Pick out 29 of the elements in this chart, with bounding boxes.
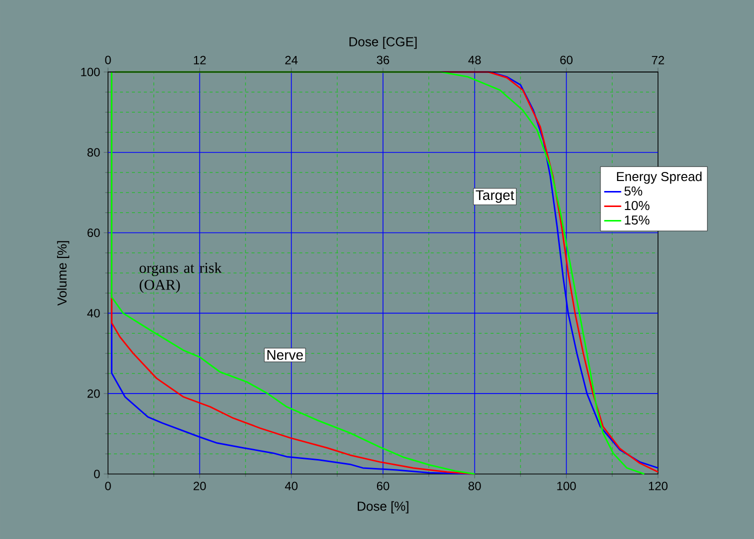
y-tick-label: 0 — [94, 470, 100, 478]
legend-label: 5% — [624, 186, 642, 196]
x-tick-label: 20 — [194, 482, 206, 490]
x-tick-label: 60 — [376, 482, 390, 490]
y-tick-label: 20 — [88, 389, 100, 398]
x2-tick-label: 72 — [652, 56, 664, 64]
x2-tick-label: 60 — [560, 56, 573, 64]
annotation: Nerve — [267, 350, 303, 360]
x2-axis-title: Dose [CGE] — [350, 36, 417, 49]
x-axis-title: Dose [%] — [358, 501, 408, 514]
x-tick-label: 100 — [557, 482, 576, 490]
x2-tick-label: 24 — [285, 56, 298, 64]
x-tick-label: 40 — [284, 482, 298, 490]
x2-tick-label: 12 — [194, 56, 206, 64]
legend-label: 10% — [624, 200, 650, 210]
y-axis-title: Volume [%] — [57, 241, 70, 306]
y-tick-label: 40 — [87, 308, 100, 318]
x-tick-label: 0 — [105, 482, 111, 490]
x2-tick-label: 48 — [468, 56, 481, 64]
x2-tick-label: 36 — [376, 56, 390, 64]
x-tick-label: 80 — [468, 482, 481, 490]
legend-label: 15% — [624, 215, 650, 225]
x-tick-label: 120 — [648, 482, 668, 490]
annotation: Target — [476, 190, 514, 203]
x2-tick-label: 0 — [105, 56, 111, 64]
legend-title: Energy Spread — [617, 172, 702, 184]
y-tick-label: 60 — [88, 228, 100, 238]
y-tick-label: 80 — [87, 148, 100, 157]
y-tick-label: 100 — [81, 68, 100, 76]
